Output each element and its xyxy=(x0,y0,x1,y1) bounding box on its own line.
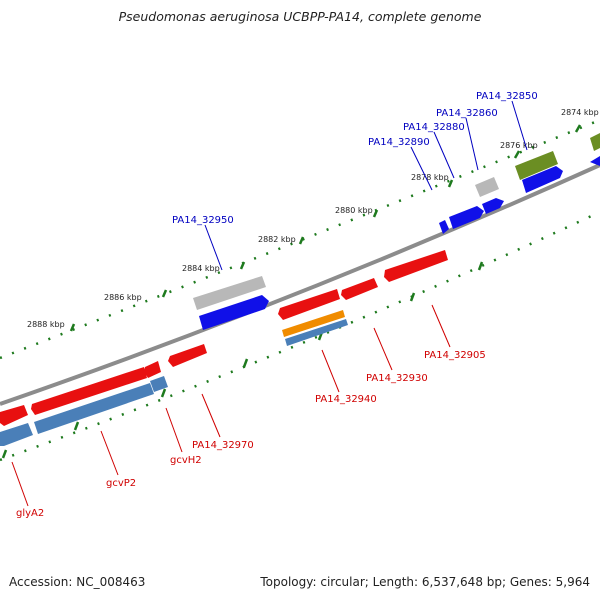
accession-text: Accession: NC_008463 xyxy=(9,575,146,589)
scale-label: 2886 kbp xyxy=(104,293,142,302)
gene-box[interactable] xyxy=(285,319,348,346)
gene-arrow[interactable] xyxy=(384,250,448,282)
gene-label[interactable]: gcvH2 xyxy=(170,455,202,466)
minus-label-leaders xyxy=(11,304,451,507)
genome-summary-text: Topology: circular; Length: 6,537,648 bp… xyxy=(260,575,590,589)
outer-tick-ring xyxy=(0,118,600,360)
plus-strand-genes xyxy=(193,133,600,330)
gene-label[interactable]: PA14_32950 xyxy=(172,215,234,226)
gene-box[interactable] xyxy=(590,133,600,151)
gene-box[interactable] xyxy=(515,151,558,180)
scale-label: 2880 kbp xyxy=(335,206,373,215)
scale-label: 2876 kbp xyxy=(500,141,538,150)
map-title: Pseudomonas aeruginosa UCBPP-PA14, compl… xyxy=(118,9,482,24)
gene-label[interactable]: gcvP2 xyxy=(106,478,136,489)
gene-arrow[interactable] xyxy=(0,405,28,426)
gene-box[interactable] xyxy=(282,310,345,337)
gene-label[interactable]: PA14_32860 xyxy=(436,108,498,119)
gene-arrow[interactable] xyxy=(278,289,340,320)
gene-arrow[interactable] xyxy=(590,156,600,166)
gene-arrow[interactable] xyxy=(168,344,207,367)
major-ticks xyxy=(1,124,582,459)
gene-arrow[interactable] xyxy=(439,220,449,234)
gene-box[interactable] xyxy=(150,376,168,392)
gene-box[interactable] xyxy=(475,177,499,197)
gene-arrow[interactable] xyxy=(31,367,147,415)
gene-box[interactable] xyxy=(34,383,154,434)
scale-label: 2874 kbp xyxy=(561,108,599,117)
gene-box[interactable] xyxy=(0,423,33,446)
gene-arrow[interactable] xyxy=(482,198,504,214)
minus-gene-labels: PA14_32905 PA14_32930 PA14_32940 PA14_32… xyxy=(16,350,486,519)
gene-label[interactable]: PA14_32880 xyxy=(403,122,465,133)
scale-labels: 2874 kbp 2876 kbp 2878 kbp 2880 kbp 2882… xyxy=(27,108,599,329)
gene-box[interactable] xyxy=(193,276,266,310)
plus-label-leaders xyxy=(204,100,528,271)
scale-label: 2888 kbp xyxy=(27,320,65,329)
gene-arrow[interactable] xyxy=(341,278,378,300)
gene-arrow[interactable] xyxy=(449,206,484,229)
gene-label[interactable]: PA14_32905 xyxy=(424,350,486,361)
minus-strand-genes xyxy=(0,250,448,446)
plus-gene-labels: PA14_32850 PA14_32860 PA14_32880 PA14_32… xyxy=(172,91,538,226)
gene-label[interactable]: PA14_32940 xyxy=(315,394,377,405)
genome-backbone xyxy=(0,163,600,406)
gene-label[interactable]: PA14_32930 xyxy=(366,373,428,384)
gene-arrow[interactable] xyxy=(199,295,269,330)
gene-label[interactable]: PA14_32850 xyxy=(476,91,538,102)
gene-arrow[interactable] xyxy=(144,361,161,378)
scale-label: 2882 kbp xyxy=(258,235,296,244)
gene-arrow[interactable] xyxy=(522,166,563,193)
scale-label: 2884 kbp xyxy=(182,264,220,273)
scale-label: 2878 kbp xyxy=(411,173,449,182)
gene-label[interactable]: glyA2 xyxy=(16,508,44,519)
gene-label[interactable]: PA14_32890 xyxy=(368,137,430,148)
gene-label[interactable]: PA14_32970 xyxy=(192,440,254,451)
